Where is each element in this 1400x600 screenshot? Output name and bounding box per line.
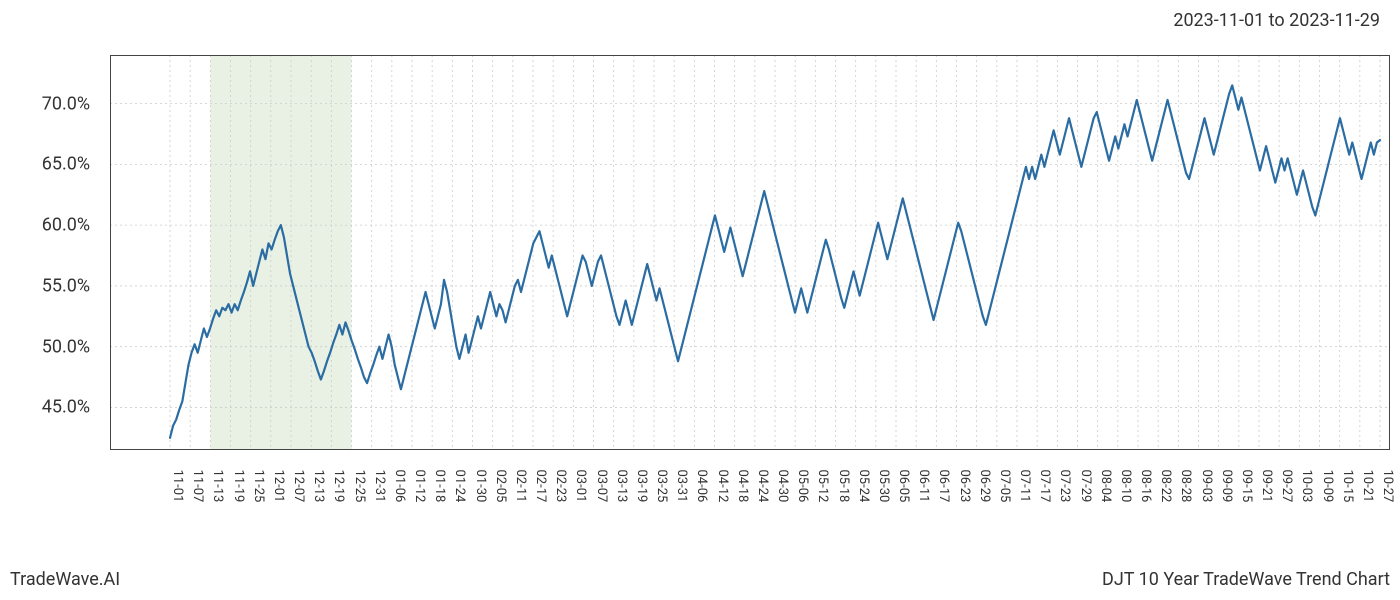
y-tick-label: 55.0% [42,275,90,296]
x-tick-label: 09-21 [1259,470,1274,503]
x-tick-label: 04-30 [775,470,790,503]
x-tick-label: 03-01 [573,470,588,503]
x-tick-label: 03-25 [654,470,669,503]
x-tick-label: 04-24 [755,470,770,503]
x-tick-label: 10-03 [1299,470,1314,503]
x-tick-label: 11-13 [210,470,225,503]
x-tick-label: 04-12 [715,470,730,503]
x-tick-label: 12-19 [331,470,346,503]
y-tick-label: 65.0% [42,154,90,175]
x-tick-label: 06-29 [977,470,992,503]
x-tick-label: 09-09 [1219,470,1234,503]
x-tick-label: 11-19 [231,470,246,503]
x-tick-label: 02-11 [513,470,528,503]
y-tick-label: 45.0% [42,397,90,418]
x-tick-label: 12-13 [311,470,326,503]
x-tick-label: 10-09 [1320,470,1335,503]
x-tick-label: 09-03 [1199,470,1214,503]
x-tick-label: 10-21 [1360,470,1375,503]
date-range-label: 2023-11-01 to 2023-11-29 [1173,10,1380,31]
x-tick-label: 04-06 [694,470,709,503]
x-tick-label: 11-07 [190,470,205,503]
x-tick-label: 01-12 [412,470,427,503]
x-tick-label: 02-23 [553,470,568,503]
x-tick-label: 07-29 [1078,470,1093,503]
x-tick-label: 01-24 [452,470,467,503]
x-tick-label: 03-07 [594,470,609,503]
x-tick-label: 04-18 [735,470,750,503]
y-axis: 45.0% 50.0% 55.0% 60.0% 65.0% 70.0% [0,55,100,450]
x-tick-label: 03-13 [614,470,629,503]
x-tick-label: 06-17 [936,470,951,503]
footer-brand: TradeWave.AI [10,569,120,590]
y-tick-label: 50.0% [42,336,90,357]
y-tick-label: 60.0% [42,215,90,236]
x-tick-label: 08-04 [1098,470,1113,503]
x-tick-label: 02-17 [533,470,548,503]
x-tick-label: 08-28 [1178,470,1193,503]
x-tick-label: 12-31 [372,470,387,503]
x-tick-label: 06-23 [957,470,972,503]
x-tick-label: 08-10 [1118,470,1133,503]
x-tick-label: 12-01 [271,470,286,503]
x-tick-label: 01-18 [432,470,447,503]
x-tick-label: 06-11 [916,470,931,503]
x-tick-label: 01-30 [473,470,488,503]
x-tick-label: 02-05 [493,470,508,503]
x-tick-label: 05-12 [815,470,830,503]
x-tick-label: 08-16 [1138,470,1153,503]
line-chart-svg [110,55,1390,450]
x-axis: 11-01 11-07 11-13 11-19 11-25 12-01 12-07 12-13… [110,455,1390,555]
x-tick-label: 05-18 [836,470,851,503]
x-tick-label: 07-17 [1037,470,1052,503]
y-tick-label: 70.0% [42,93,90,114]
x-tick-label: 03-19 [634,470,649,503]
x-tick-label: 07-23 [1057,470,1072,503]
x-tick-label: 12-07 [291,470,306,503]
x-tick-label: 01-06 [392,470,407,503]
footer-title: DJT 10 Year TradeWave Trend Chart [1102,569,1390,590]
x-tick-label: 06-05 [896,470,911,503]
x-tick-label: 05-06 [795,470,810,503]
x-tick-label: 11-25 [251,470,266,503]
x-tick-label: 10-15 [1340,470,1355,503]
x-tick-label: 07-05 [997,470,1012,503]
x-tick-label: 09-27 [1279,470,1294,503]
x-tick-label: 07-11 [1017,470,1032,503]
x-tick-label: 10-27 [1380,470,1395,503]
x-tick-label: 09-15 [1239,470,1254,503]
x-tick-label: 08-22 [1158,470,1173,503]
x-tick-label: 05-24 [856,470,871,503]
x-tick-label: 03-31 [674,470,689,503]
x-tick-label: 05-30 [876,470,891,503]
x-tick-label: 12-25 [352,470,367,503]
x-tick-label: 11-01 [170,470,185,503]
chart-area [110,55,1390,450]
